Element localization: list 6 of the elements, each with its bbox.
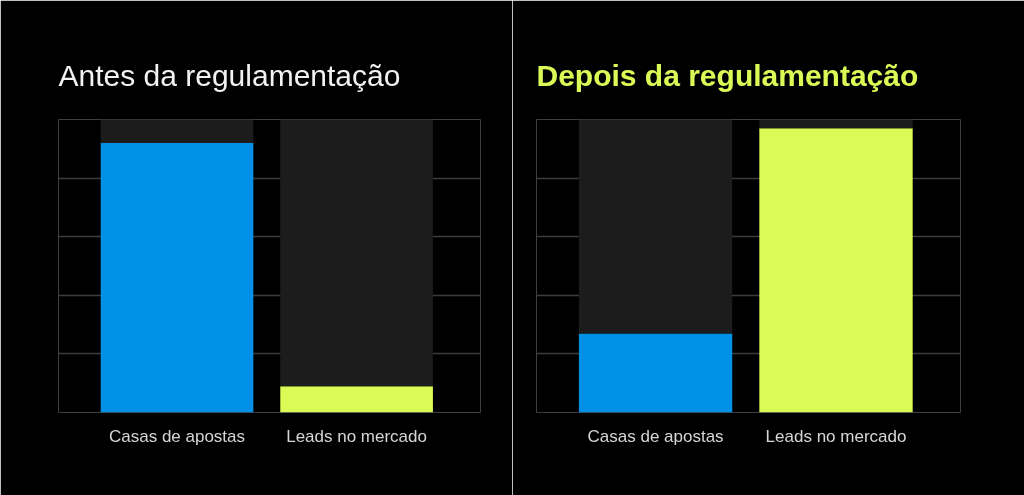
chart-title: Depois da regulamentação <box>536 58 919 92</box>
x-tick-label: Leads no mercado <box>286 426 428 446</box>
x-tick-label: Casas de apostas <box>108 426 246 446</box>
x-tick-label: Leads no mercado <box>765 426 907 446</box>
chart-title: Antes da regulamentação <box>58 58 401 92</box>
x-tick-label: Casas de apostas <box>587 426 724 446</box>
